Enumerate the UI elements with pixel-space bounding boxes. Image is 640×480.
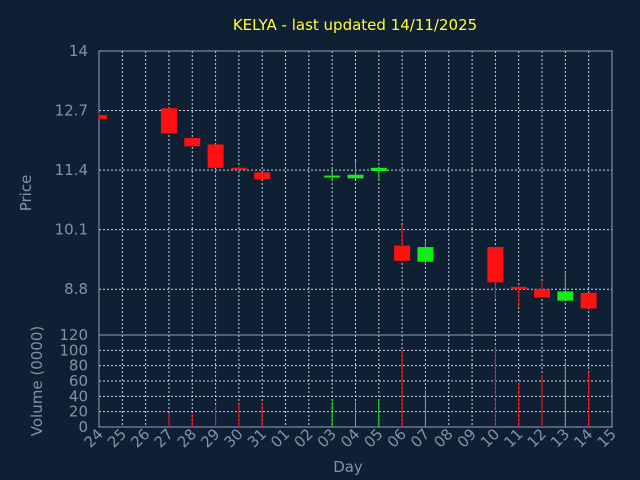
price-tick-label: 12.7 bbox=[55, 102, 88, 120]
candle-body bbox=[347, 174, 364, 179]
x-tick-label: 25 bbox=[104, 425, 130, 451]
x-tick-label: 08 bbox=[430, 425, 456, 451]
x-tick-label: 15 bbox=[594, 425, 620, 451]
volume-axis-label: Volume (0000) bbox=[28, 326, 46, 436]
candle-body bbox=[580, 292, 597, 309]
x-tick-label: 13 bbox=[547, 425, 573, 451]
volume-tick-label: 60 bbox=[69, 372, 88, 390]
x-tick-label: 14 bbox=[570, 425, 596, 451]
candle-body bbox=[184, 138, 201, 147]
candle-body bbox=[394, 245, 411, 261]
candle-body bbox=[510, 286, 527, 290]
price-tick-label: 10.1 bbox=[55, 221, 88, 239]
x-tick-label: 02 bbox=[290, 425, 316, 451]
x-axis-label: Day bbox=[333, 458, 363, 476]
x-tick-label: 01 bbox=[267, 425, 293, 451]
candle-body bbox=[230, 167, 247, 170]
x-tick-label: 27 bbox=[151, 425, 177, 451]
price-tick-label: 8.8 bbox=[64, 280, 88, 298]
x-ticks: 2425262728293031010203040506070809101112… bbox=[81, 425, 620, 451]
volume-tick-label: 100 bbox=[59, 341, 88, 359]
candle-body bbox=[160, 108, 177, 134]
volume-tick-label: 80 bbox=[69, 357, 88, 375]
x-tick-label: 09 bbox=[454, 425, 480, 451]
price-axis-label: Price bbox=[17, 175, 35, 212]
volume-tick-label: 0 bbox=[78, 418, 88, 436]
x-tick-label: 31 bbox=[244, 425, 270, 451]
candle-body bbox=[487, 247, 504, 283]
volume-tick-label: 40 bbox=[69, 387, 88, 405]
candle-body bbox=[557, 291, 574, 301]
candle-body bbox=[417, 247, 434, 262]
x-tick-label: 03 bbox=[314, 425, 340, 451]
x-tick-label: 04 bbox=[337, 425, 363, 451]
candles bbox=[98, 108, 597, 309]
x-tick-label: 06 bbox=[384, 425, 410, 451]
candle-body bbox=[324, 175, 341, 178]
candle-body bbox=[534, 289, 551, 298]
price-tick-label: 14 bbox=[69, 42, 88, 60]
candle-body bbox=[254, 172, 271, 180]
x-tick-label: 10 bbox=[477, 425, 503, 451]
x-tick-label: 26 bbox=[127, 425, 153, 451]
candle-body bbox=[99, 115, 107, 119]
price-tick-label: 11.4 bbox=[55, 161, 88, 179]
volume-tick-label: 120 bbox=[59, 326, 88, 344]
x-tick-label: 07 bbox=[407, 425, 433, 451]
x-tick-label: 11 bbox=[500, 425, 526, 451]
x-tick-label: 12 bbox=[524, 425, 550, 451]
candle-body bbox=[370, 167, 387, 172]
x-tick-label: 05 bbox=[360, 425, 386, 451]
price-y-ticks: 8.8 10.1 11.4 12.7 14 bbox=[55, 42, 88, 298]
candle-body bbox=[207, 144, 224, 168]
volume-bars bbox=[168, 346, 590, 427]
x-tick-label: 29 bbox=[197, 425, 223, 451]
x-tick-label: 30 bbox=[221, 425, 247, 451]
volume-tick-label: 20 bbox=[69, 403, 88, 421]
x-tick-label: 28 bbox=[174, 425, 200, 451]
chart-title: KELYA - last updated 14/11/2025 bbox=[233, 16, 477, 34]
